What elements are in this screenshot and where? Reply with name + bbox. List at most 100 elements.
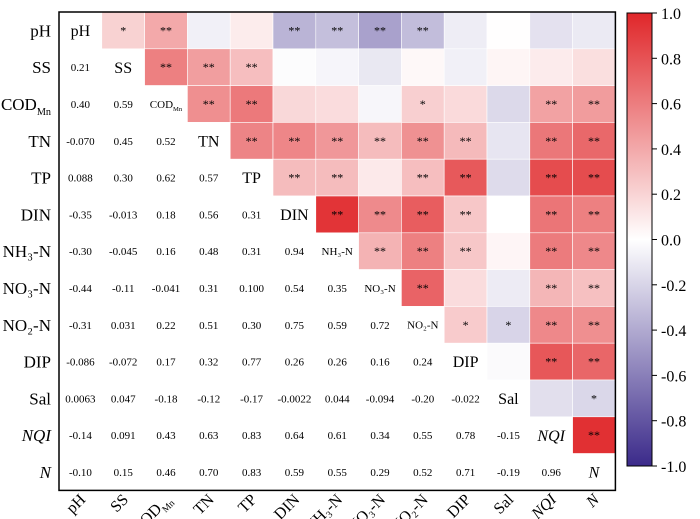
correlation-value: 0.15 — [114, 467, 134, 479]
row-label: NO₂-N — [3, 316, 51, 335]
heatmap-cell — [358, 453, 402, 491]
heatmap-cell — [486, 453, 531, 491]
significance-marker: ** — [417, 23, 429, 37]
heatmap-cell — [144, 269, 188, 307]
correlation-value: 0.21 — [71, 62, 90, 74]
correlation-value: 0.22 — [156, 320, 175, 332]
correlation-value: 0.43 — [156, 430, 176, 442]
correlation-value: 0.59 — [328, 320, 348, 332]
colorbar-tick-label: 0.8 — [661, 51, 681, 68]
correlation-value: 0.51 — [199, 320, 218, 332]
heatmap-cell — [443, 269, 488, 307]
heatmap-cell — [187, 379, 231, 418]
correlation-value: -0.022 — [451, 393, 479, 405]
heatmap-cell — [272, 269, 317, 307]
correlation-value: 0.52 — [156, 136, 175, 148]
heatmap-cell — [443, 453, 488, 491]
heatmap-cell — [486, 416, 531, 454]
heatmap-cell — [572, 416, 616, 454]
significance-marker: ** — [203, 97, 215, 111]
heatmap-cell — [187, 11, 231, 50]
heatmap-cell — [572, 379, 616, 418]
row-labels: pH SS CODMn TN TP DIN NH₃-N NO₃-N NO₂-N DIP Sal NQI… — [1, 21, 53, 482]
heatmap-cell — [529, 195, 573, 234]
correlation-value: -0.20 — [411, 393, 434, 405]
heatmap-cell — [187, 122, 231, 160]
heatmap-cell — [229, 416, 274, 454]
heatmap-cell — [401, 269, 445, 307]
column-label: DIP — [444, 491, 474, 519]
heatmap-cell — [144, 48, 188, 86]
significance-marker: ** — [374, 244, 386, 258]
heatmap-cell — [572, 11, 616, 50]
heatmap-cell — [229, 11, 274, 50]
significance-marker: * — [505, 318, 511, 332]
significance-marker: ** — [545, 355, 557, 369]
heatmap-cell — [58, 195, 103, 234]
heatmap-cell — [486, 306, 531, 344]
correlation-value: 0.62 — [156, 173, 175, 185]
heatmap-cell — [486, 195, 531, 234]
correlation-value: -0.013 — [109, 209, 138, 221]
correlation-value: 0.32 — [199, 357, 218, 369]
correlation-value: -0.045 — [109, 246, 138, 258]
significance-marker: * — [463, 318, 469, 332]
correlation-value: 0.75 — [285, 320, 305, 332]
heatmap-cell — [315, 195, 359, 234]
heatmap-cell — [572, 342, 616, 381]
significance-marker: ** — [288, 171, 300, 185]
correlation-value: -0.11 — [112, 283, 135, 295]
correlation-value: 0.83 — [242, 467, 262, 479]
correlation-value: 0.54 — [285, 283, 305, 295]
heatmap-cell — [101, 11, 145, 50]
heatmap-cell — [443, 232, 488, 270]
heatmap-cell — [358, 11, 402, 50]
heatmap-cell — [401, 416, 445, 454]
colorbar-tick-label: -0.6 — [661, 368, 686, 385]
heatmap-cell — [572, 85, 616, 123]
significance-marker: ** — [374, 207, 386, 221]
colorbar-tick-label: 0.6 — [661, 97, 681, 114]
correlation-value: 0.35 — [328, 283, 348, 295]
heatmap-cell — [401, 122, 445, 160]
heatmap-cell — [572, 232, 616, 270]
significance-marker: ** — [331, 207, 343, 221]
heatmap-cell — [529, 416, 573, 454]
correlation-value: 0.83 — [242, 430, 262, 442]
correlation-value: 0.52 — [413, 467, 432, 479]
correlation-value: 0.088 — [68, 173, 93, 185]
heatmap-cell — [58, 85, 103, 123]
correlation-value: -0.070 — [66, 136, 95, 148]
correlation-value: 0.24 — [413, 357, 433, 369]
heatmap-cell — [101, 342, 145, 381]
heatmap-cell — [486, 122, 531, 160]
significance-marker: ** — [246, 60, 258, 74]
significance-marker: ** — [417, 171, 429, 185]
correlation-value: 0.45 — [114, 136, 134, 148]
heatmap-cell — [572, 269, 616, 307]
heatmap-cell — [486, 48, 531, 86]
correlation-value: 0.64 — [285, 430, 305, 442]
correlation-value: -0.12 — [197, 393, 220, 405]
correlation-value: 0.31 — [199, 283, 218, 295]
correlation-value: 0.72 — [370, 320, 389, 332]
significance-marker: ** — [160, 23, 172, 37]
heatmap-cell — [144, 416, 188, 454]
significance-marker: ** — [331, 171, 343, 185]
correlation-value: 0.71 — [456, 467, 475, 479]
heatmap-cell — [486, 342, 531, 381]
row-label: TP — [31, 169, 51, 188]
row-label: NQI — [21, 426, 53, 445]
heatmap-cell — [101, 195, 145, 234]
heatmap-cell — [529, 379, 573, 418]
heatmap-cell — [229, 342, 274, 381]
heatmap-cell — [401, 158, 445, 197]
column-label: TN — [191, 491, 218, 518]
correlation-value: -0.041 — [152, 283, 180, 295]
heatmap-cell — [187, 158, 231, 197]
heatmap-cell — [58, 342, 103, 381]
heatmap-cell — [187, 195, 231, 234]
correlation-value: 0.100 — [239, 283, 264, 295]
heatmap-texts: pH * ** ** ** ** **0.21 SS ** ** **0.40 0.59 CODMn **… — [65, 23, 600, 482]
